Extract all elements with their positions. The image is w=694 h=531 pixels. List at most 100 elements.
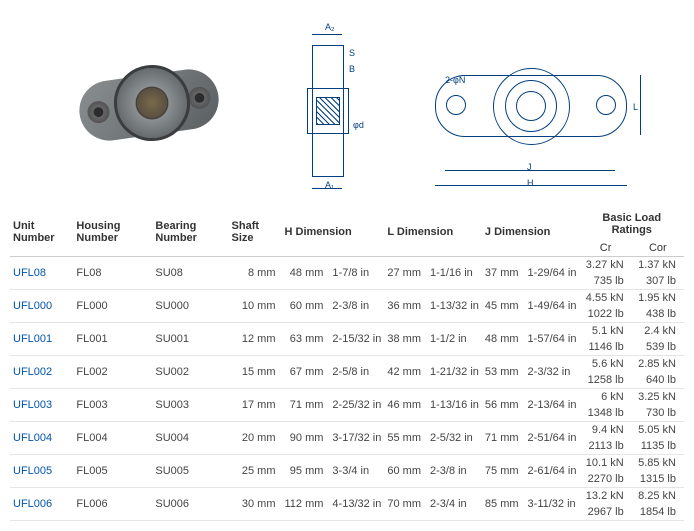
h-mm: 63 mm bbox=[282, 323, 330, 356]
col-shaft: Shaft Size bbox=[229, 208, 282, 257]
j-in: 2-51/64 in bbox=[525, 422, 580, 455]
shaft-cell: 8 mm bbox=[229, 257, 282, 290]
spec-table: Unit Number Housing Number Bearing Numbe… bbox=[10, 208, 684, 521]
l-mm: 70 mm bbox=[384, 488, 427, 521]
unit-cell[interactable]: UFL006 bbox=[10, 488, 73, 521]
housing-cell: FL000 bbox=[73, 290, 152, 323]
table-row: UFL001FL001SU00112 mm63 mm2-15/32 in38 m… bbox=[10, 323, 684, 340]
cr-kn: 5.6 kN bbox=[579, 356, 631, 373]
cr-kn: 4.55 kN bbox=[579, 290, 631, 307]
bearing-cell: SU000 bbox=[152, 290, 228, 323]
col-hdim: H Dimension bbox=[282, 208, 385, 257]
housing-cell: FL001 bbox=[73, 323, 152, 356]
cr-kn: 6 kN bbox=[579, 389, 631, 406]
j-in: 1-49/64 in bbox=[525, 290, 580, 323]
unit-cell[interactable]: UFL08 bbox=[10, 257, 73, 290]
col-housing: Housing Number bbox=[73, 208, 152, 257]
table-row: UFL005FL005SU00525 mm95 mm3-3/4 in60 mm2… bbox=[10, 455, 684, 472]
l-in: 1-21/32 in bbox=[427, 356, 482, 389]
col-cor: Cor bbox=[632, 240, 684, 257]
unit-cell[interactable]: UFL001 bbox=[10, 323, 73, 356]
h-mm: 112 mm bbox=[282, 488, 330, 521]
dim-s: S bbox=[349, 48, 355, 58]
bearing-cell: SU005 bbox=[152, 455, 228, 488]
cr-kn: 10.1 kN bbox=[579, 455, 631, 472]
shaft-cell: 17 mm bbox=[229, 389, 282, 422]
l-mm: 36 mm bbox=[384, 290, 427, 323]
bearing-cell: SU003 bbox=[152, 389, 228, 422]
j-mm: 56 mm bbox=[482, 389, 525, 422]
shaft-cell: 20 mm bbox=[229, 422, 282, 455]
cr-lb: 1146 lb bbox=[579, 339, 631, 356]
l-in: 1-13/16 in bbox=[427, 389, 482, 422]
bearing-cell: SU08 bbox=[152, 257, 228, 290]
l-in: 1-1/16 in bbox=[427, 257, 482, 290]
unit-cell[interactable]: UFL000 bbox=[10, 290, 73, 323]
product-photo bbox=[49, 35, 249, 175]
shaft-cell: 30 mm bbox=[229, 488, 282, 521]
cr-lb: 1348 lb bbox=[579, 405, 631, 422]
cr-kn: 13.2 kN bbox=[579, 488, 631, 505]
l-in: 2-3/8 in bbox=[427, 455, 482, 488]
h-in: 4-13/32 in bbox=[329, 488, 384, 521]
cr-lb: 1258 lb bbox=[579, 372, 631, 389]
col-jdim: J Dimension bbox=[482, 208, 580, 257]
unit-cell[interactable]: UFL005 bbox=[10, 455, 73, 488]
cor-kn: 5.85 kN bbox=[632, 455, 684, 472]
l-mm: 46 mm bbox=[384, 389, 427, 422]
cor-lb: 1854 lb bbox=[632, 504, 684, 521]
cor-lb: 307 lb bbox=[632, 273, 684, 290]
unit-cell[interactable]: UFL004 bbox=[10, 422, 73, 455]
l-mm: 60 mm bbox=[384, 455, 427, 488]
cor-kn: 2.4 kN bbox=[632, 323, 684, 340]
cor-lb: 1315 lb bbox=[632, 471, 684, 488]
unit-cell[interactable]: UFL003 bbox=[10, 389, 73, 422]
h-in: 2-15/32 in bbox=[329, 323, 384, 356]
h-in: 2-3/8 in bbox=[329, 290, 384, 323]
cr-lb: 1022 lb bbox=[579, 306, 631, 323]
bearing-cell: SU006 bbox=[152, 488, 228, 521]
j-mm: 45 mm bbox=[482, 290, 525, 323]
h-mm: 60 mm bbox=[282, 290, 330, 323]
side-drawing: A₂ S B φd A₁ bbox=[287, 20, 377, 190]
l-mm: 27 mm bbox=[384, 257, 427, 290]
j-mm: 75 mm bbox=[482, 455, 525, 488]
j-in: 2-3/32 in bbox=[525, 356, 580, 389]
h-mm: 67 mm bbox=[282, 356, 330, 389]
cor-lb: 730 lb bbox=[632, 405, 684, 422]
j-in: 1-57/64 in bbox=[525, 323, 580, 356]
shaft-cell: 15 mm bbox=[229, 356, 282, 389]
cor-lb: 438 lb bbox=[632, 306, 684, 323]
dim-phid: φd bbox=[353, 120, 364, 130]
dim-phin: 2-φN bbox=[445, 75, 465, 85]
table-body: UFL08FL08SU088 mm48 mm1-7/8 in27 mm1-1/1… bbox=[10, 257, 684, 521]
j-mm: 48 mm bbox=[482, 323, 525, 356]
j-in: 1-29/64 in bbox=[525, 257, 580, 290]
dim-h: H bbox=[527, 178, 534, 188]
shaft-cell: 10 mm bbox=[229, 290, 282, 323]
cr-lb: 735 lb bbox=[579, 273, 631, 290]
col-cr: Cr bbox=[579, 240, 631, 257]
h-in: 2-25/32 in bbox=[329, 389, 384, 422]
l-mm: 42 mm bbox=[384, 356, 427, 389]
h-in: 3-17/32 in bbox=[329, 422, 384, 455]
l-in: 2-3/4 in bbox=[427, 488, 482, 521]
l-in: 2-5/32 in bbox=[427, 422, 482, 455]
table-row: UFL006FL006SU00630 mm112 mm4-13/32 in70 … bbox=[10, 488, 684, 505]
h-mm: 95 mm bbox=[282, 455, 330, 488]
h-mm: 71 mm bbox=[282, 389, 330, 422]
housing-cell: FL006 bbox=[73, 488, 152, 521]
dim-b: B bbox=[349, 64, 355, 74]
cr-kn: 9.4 kN bbox=[579, 422, 631, 439]
cr-kn: 3.27 kN bbox=[579, 257, 631, 274]
cor-kn: 8.25 kN bbox=[632, 488, 684, 505]
table-row: UFL002FL002SU00215 mm67 mm2-5/8 in42 mm1… bbox=[10, 356, 684, 373]
j-mm: 85 mm bbox=[482, 488, 525, 521]
j-mm: 71 mm bbox=[482, 422, 525, 455]
cr-lb: 2967 lb bbox=[579, 504, 631, 521]
table-row: UFL000FL000SU00010 mm60 mm2-3/8 in36 mm1… bbox=[10, 290, 684, 307]
dim-a2: A₂ bbox=[325, 22, 335, 32]
front-drawing: 2-φN L J H bbox=[415, 20, 645, 190]
unit-cell[interactable]: UFL002 bbox=[10, 356, 73, 389]
col-bearing: Bearing Number bbox=[152, 208, 228, 257]
